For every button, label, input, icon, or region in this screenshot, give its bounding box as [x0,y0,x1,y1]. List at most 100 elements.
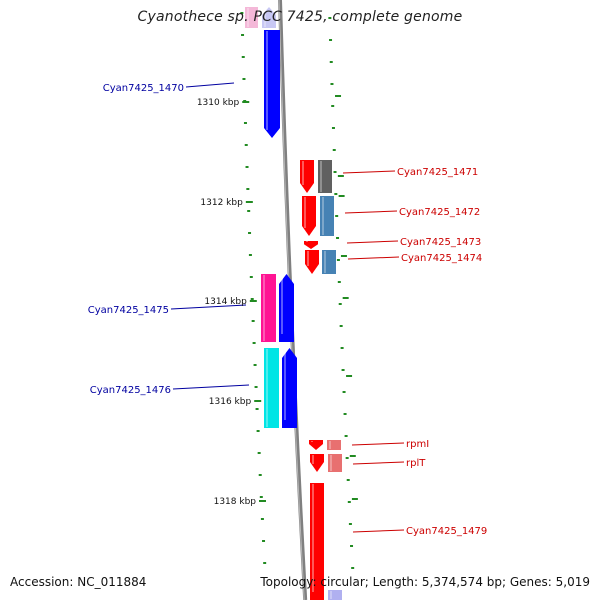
outer-major-tick [351,498,358,500]
inner-tick [250,298,254,300]
outer-tick [344,435,348,437]
inner-tick [260,518,264,520]
outer-tick [328,17,332,19]
inner-tick [257,452,261,454]
cog-highlight [330,591,332,599]
outer-tick [341,369,345,371]
outer-tick [337,281,341,283]
gene-highlight [312,484,314,592]
outer-tick [334,193,338,195]
inner-tick [242,78,246,80]
outer-tick [331,127,335,129]
cog-highlight [324,251,326,273]
gene-label: Cyan7425_1479 [406,526,487,537]
outer-tick [332,149,336,151]
outer-major-tick [337,175,344,177]
label-leader [170,304,247,310]
cog-block [327,440,341,450]
cog-block [320,196,334,236]
inner-tick [241,34,245,36]
cog-highlight [247,8,249,27]
inner-tick [254,386,258,388]
cog-highlight [266,349,268,427]
outer-tick [350,545,354,547]
cog-highlight [263,275,265,341]
gene-label: Cyan7425_1471 [397,167,478,178]
gene-highlight [311,441,313,442]
gene-label: Cyan7425_1475 [88,305,169,316]
cog-block [245,7,258,28]
outer-tick [347,501,351,503]
outer-tick [345,457,349,459]
outer-tick [330,83,334,85]
scale-label: 1310 kbp [197,98,240,108]
scale-label: 1318 kbp [214,497,257,507]
cog-highlight [329,441,331,449]
outer-tick [343,413,347,415]
label-leader [351,442,405,446]
cog-block [318,160,332,193]
label-leader [352,461,405,465]
gene-highlight [304,197,306,228]
major-tick [242,101,250,103]
inner-tick [253,364,257,366]
label-leader [342,170,396,174]
inner-tick [255,408,259,410]
cog-block [262,7,276,28]
inner-tick [258,474,262,476]
gene-arrow [264,30,280,138]
cog-highlight [322,197,324,235]
map-title: Cyanothece sp. PCC 7425, complete genome [137,9,463,25]
inner-tick [247,210,251,212]
inner-tick [240,12,244,14]
accession-text: Accession: NC_011884 [10,575,147,589]
inner-tick [262,540,266,542]
major-tick [245,201,253,203]
outer-major-tick [335,95,342,97]
outer-tick [340,347,344,349]
outer-tick [346,479,350,481]
outer-tick [329,39,333,41]
gene-label: Cyan7425_1476 [90,385,171,396]
major-tick [249,300,257,302]
outer-tick [342,391,346,393]
label-leader [172,384,250,390]
outer-tick [329,61,333,63]
label-leader [347,256,400,260]
gene-features [264,30,324,600]
gene-arrow [279,274,294,342]
gene-label: Cyan7425_1473 [400,237,481,248]
label-leader-lines [170,82,405,533]
label-leader [346,240,399,244]
major-tick [259,500,266,502]
inner-tick [263,562,267,564]
outer-tick [335,215,339,217]
inner-tick [243,122,247,124]
gene-arrow [310,454,324,472]
inner-tick [241,56,245,58]
outer-tick [333,171,337,173]
gene-arrow [304,241,318,249]
gene-highlight [306,241,308,242]
gene-label: Cyan7425_1472 [399,207,480,218]
inner-tick [259,496,263,498]
gene-arrow [309,440,323,450]
inner-tick [252,342,256,344]
scale-label: 1314 kbp [204,297,247,307]
gene-highlight [284,349,286,420]
outer-tick [338,303,342,305]
gene-highlight [307,251,309,266]
gene-label: rplT [406,458,426,469]
gene-highlight [281,275,283,334]
gene-label: rpmI [406,439,429,450]
scale-label: 1316 kbp [209,397,252,407]
gene-highlight [266,31,268,130]
inner-tick [248,254,252,256]
major-tick [254,400,262,402]
cog-blocks [245,7,342,600]
outer-major-tick [346,375,353,377]
cog-block [328,454,342,472]
gene-arrow [302,196,316,236]
